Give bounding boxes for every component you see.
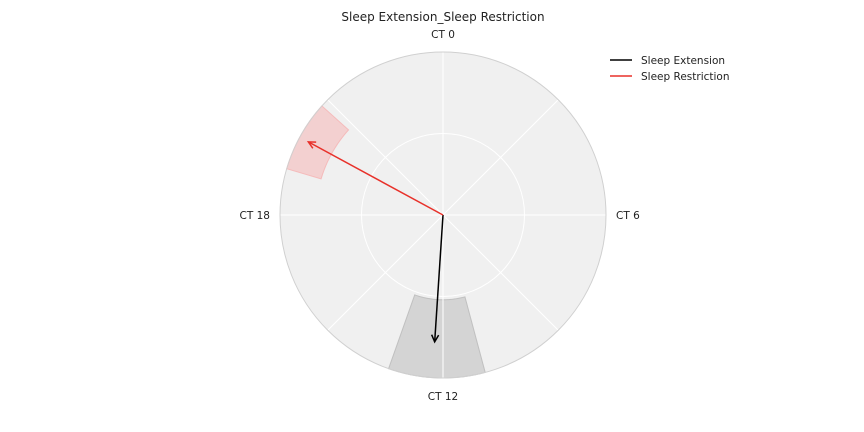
tick-label-3: CT 12: [428, 391, 458, 403]
chart-title: Sleep Extension_Sleep Restriction: [341, 10, 544, 24]
tick-label-1: CT 0: [431, 29, 455, 41]
angular-gridline-6: [327, 214, 444, 331]
angular-tick-labels: CT 0 CT 6 CT 12 CT 18: [240, 29, 641, 403]
angular-gridline-4: [442, 214, 559, 331]
legend: Sleep Extension Sleep Restriction: [610, 55, 730, 83]
legend-label-2: Sleep Restriction: [641, 71, 730, 83]
polar-frame: [279, 51, 607, 379]
angular-gridline-2: [442, 99, 559, 216]
legend-label-1: Sleep Extension: [641, 55, 725, 67]
tick-label-2: CT 6: [616, 210, 640, 222]
mean-vector-1: [433, 214, 444, 342]
mean-vector-2: [307, 141, 444, 216]
mean-vector-arrowhead-2: [306, 141, 317, 149]
polar-plot-area: [279, 51, 607, 379]
tick-label-4: CT 18: [240, 210, 270, 222]
angular-gridline-8: [327, 99, 444, 216]
mean-vector-arrowhead-1: [430, 334, 440, 344]
